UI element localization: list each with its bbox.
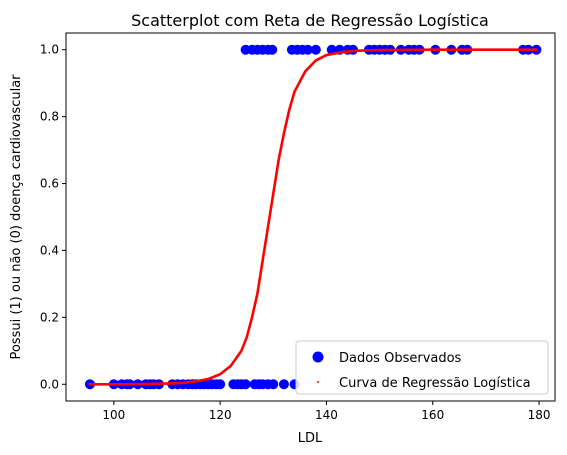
data-point-observed bbox=[241, 379, 251, 389]
data-point-observed bbox=[215, 379, 225, 389]
y-tick-label: 0.8 bbox=[40, 110, 59, 124]
data-point-observed bbox=[267, 45, 277, 55]
x-axis-label: LDL bbox=[298, 431, 323, 446]
legend-label-curve: Curva de Regressão Logística bbox=[339, 376, 531, 391]
x-tick-label: 180 bbox=[528, 408, 551, 422]
y-tick-label: 1.0 bbox=[40, 43, 59, 57]
legend-marker-observed bbox=[313, 352, 324, 363]
x-tick-label: 140 bbox=[315, 408, 338, 422]
legend-label-observed: Dados Observados bbox=[339, 351, 462, 366]
y-tick-label: 0.4 bbox=[40, 243, 59, 257]
y-tick-label: 0.6 bbox=[40, 177, 59, 191]
y-tick-label: 0.0 bbox=[40, 377, 59, 391]
x-tick-label: 100 bbox=[102, 408, 125, 422]
data-point-observed bbox=[268, 379, 278, 389]
legend-marker-curve bbox=[317, 381, 319, 383]
data-point-observed bbox=[311, 45, 321, 55]
y-axis-label: Possui (1) ou não (0) doença cardiovascu… bbox=[9, 74, 24, 360]
y-tick-label: 0.2 bbox=[40, 310, 59, 324]
x-tick-label: 120 bbox=[209, 408, 232, 422]
x-tick-label: 160 bbox=[421, 408, 444, 422]
data-point-observed bbox=[279, 379, 289, 389]
legend: Dados Observados Curva de Regressão Logí… bbox=[296, 341, 548, 394]
chart-title: Scatterplot com Reta de Regressão Logíst… bbox=[131, 11, 489, 30]
